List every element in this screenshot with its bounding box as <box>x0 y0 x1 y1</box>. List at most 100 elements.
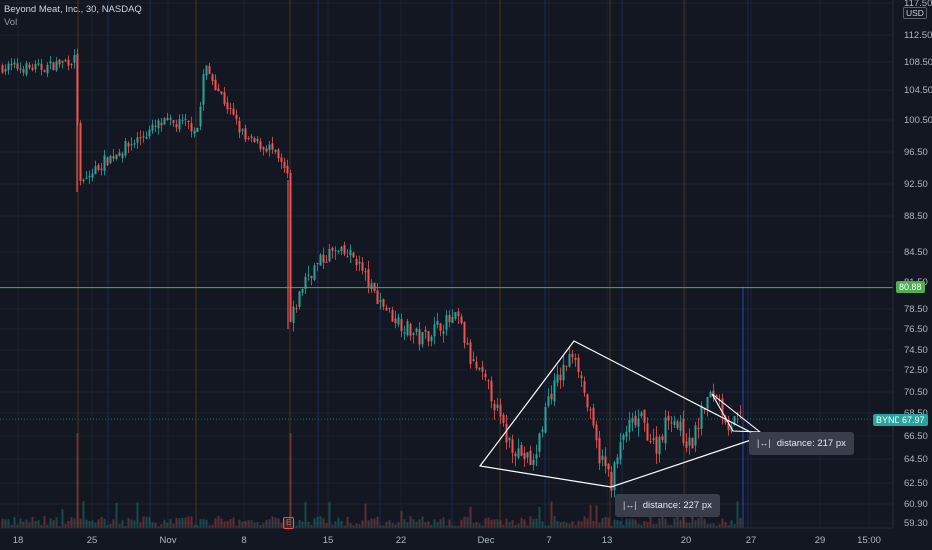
volume-bar <box>187 516 190 528</box>
volume-bar <box>328 501 331 528</box>
price-tick-label[interactable]: 117.50 <box>904 0 932 9</box>
volume-bar <box>361 520 364 528</box>
candle-body <box>307 274 310 276</box>
volume-bar <box>685 522 688 528</box>
volume-bar <box>466 517 469 528</box>
candle-body <box>649 441 652 443</box>
price-tick-label[interactable]: 62.50 <box>904 478 928 489</box>
volume-bar <box>376 516 379 528</box>
candle-body <box>673 420 676 425</box>
time-tick-label[interactable]: 15 <box>323 535 334 546</box>
candle-body <box>103 155 106 172</box>
time-tick-label[interactable]: 29 <box>815 535 826 546</box>
candle-body <box>256 139 259 142</box>
time-tick-label[interactable]: 15:00 <box>857 535 881 546</box>
price-tick-label[interactable]: 66.50 <box>904 431 928 442</box>
candle-body <box>682 418 685 444</box>
candle-body <box>502 414 505 423</box>
price-tick-label[interactable]: 96.50 <box>904 147 928 158</box>
candle-body <box>115 154 118 160</box>
candle-body <box>556 374 559 383</box>
price-tick-label[interactable]: 68.50 <box>904 408 928 419</box>
time-tick-label[interactable]: 8 <box>241 535 246 546</box>
earnings-marker[interactable]: E <box>283 517 295 529</box>
candle-body <box>211 74 214 82</box>
candle-body <box>151 124 154 131</box>
diamond-pattern-2[interactable] <box>711 393 762 433</box>
candle-body <box>628 419 631 433</box>
price-tick-label[interactable]: 104.50 <box>904 85 932 96</box>
candle-body <box>553 380 556 402</box>
time-tick-label[interactable]: 27 <box>746 535 757 546</box>
candle-body <box>463 322 466 344</box>
volume-bar <box>652 524 655 528</box>
volume-bar <box>139 522 142 528</box>
volume-bar <box>463 516 466 528</box>
volume-bar <box>697 517 700 528</box>
time-tick-label[interactable]: 25 <box>87 535 98 546</box>
volume-bar <box>544 525 547 528</box>
legend-title[interactable]: Beyond Meat, Inc., 30, NASDAQ <box>4 4 142 15</box>
candle-body <box>355 258 358 266</box>
candle-body <box>646 423 649 441</box>
candle-body <box>112 156 115 159</box>
candle-body <box>94 166 97 175</box>
price-tick-label[interactable]: 76.50 <box>904 324 928 335</box>
time-axis-ticks[interactable]: 18 25 Nov 8 15 22 Dec 7 13 20 27 29 15:00 <box>13 535 881 546</box>
volume-bar <box>367 520 370 528</box>
volume-bar <box>214 518 217 528</box>
time-tick-label[interactable]: 7 <box>546 535 551 546</box>
candle-body <box>82 179 85 182</box>
volume-bar <box>649 510 652 528</box>
time-tick-label[interactable]: 22 <box>396 535 407 546</box>
time-tick-label[interactable]: Nov <box>160 535 177 546</box>
price-tick-label[interactable]: 88.50 <box>904 211 928 222</box>
volume-bar <box>634 519 637 528</box>
candle-body <box>175 124 178 128</box>
candle-body <box>511 439 514 453</box>
volume-bar <box>640 524 643 528</box>
candle-body <box>532 459 535 465</box>
volume-bar <box>22 521 25 528</box>
candle-body <box>625 431 628 437</box>
volume-bar <box>637 523 640 528</box>
volume-bar <box>301 521 304 528</box>
volume-bar <box>535 518 538 528</box>
volume-bar <box>442 517 445 528</box>
volume-bar <box>100 516 103 528</box>
volume-bar <box>538 506 541 528</box>
price-tick-label[interactable]: 72.50 <box>904 365 928 376</box>
candle-body <box>490 380 493 402</box>
time-tick-label[interactable]: 18 <box>13 535 24 546</box>
price-tick-label[interactable]: 74.50 <box>904 345 928 356</box>
price-tick-label[interactable]: 60.90 <box>904 499 928 510</box>
volume-bar <box>436 522 439 528</box>
volume-bar <box>391 523 394 528</box>
volume-bar <box>667 524 670 528</box>
currency-label[interactable]: USD <box>903 7 927 19</box>
price-tick-label[interactable]: 78.50 <box>904 304 928 315</box>
price-tick-label[interactable]: 108.50 <box>904 57 932 68</box>
volume-bar <box>298 519 301 528</box>
candle-body <box>226 102 229 110</box>
price-tick-label[interactable]: 100.50 <box>904 115 932 126</box>
price-tick-label[interactable]: 84.50 <box>904 247 928 258</box>
price-tick-label[interactable]: 70.50 <box>904 387 928 398</box>
price-tick-label[interactable]: 64.50 <box>904 454 928 465</box>
candle-body <box>685 441 688 448</box>
candle-body <box>583 381 586 393</box>
candle-body <box>658 436 661 455</box>
volume-bar <box>73 518 76 528</box>
candle-body <box>598 437 601 464</box>
volume-bar <box>49 518 52 528</box>
time-tick-label[interactable]: 20 <box>681 535 692 546</box>
price-tick-label[interactable]: 59.30 <box>904 518 928 529</box>
candle-body <box>319 254 322 266</box>
volume-legend[interactable]: Vol <box>4 17 18 28</box>
price-tick-label[interactable]: 112.50 <box>904 30 932 41</box>
price-tick-label[interactable]: 92.50 <box>904 179 928 190</box>
time-tick-label[interactable]: 13 <box>602 535 613 546</box>
time-tick-label[interactable]: Dec <box>478 535 495 546</box>
symbol-legend[interactable]: Beyond Meat, Inc., 30, NASDAQ Vol <box>4 3 142 29</box>
